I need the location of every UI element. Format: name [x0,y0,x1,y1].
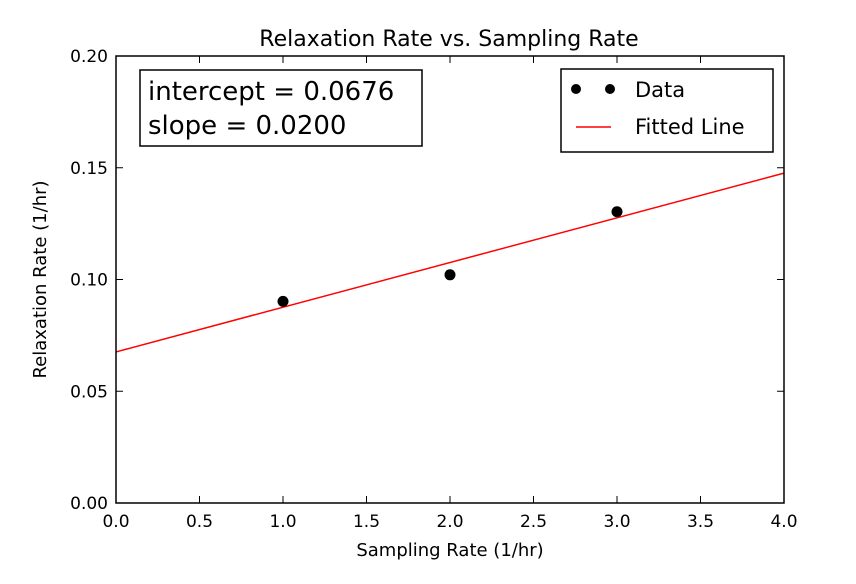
annotation-slope: slope = 0.0200 [148,111,346,141]
x-tick-label: 1.5 [353,512,380,532]
axis-ticks: 0.0 0.5 1.0 1.5 2.0 2.5 3.0 3.5 4.0 0.00 0.05 0.10 0… [70,47,797,532]
x-tick-label: 2.5 [520,512,547,532]
x-tick-label: 0.0 [102,512,129,532]
y-tick-label: 0.20 [70,47,108,67]
x-tick-label: 4.0 [770,512,797,532]
y-tick-label: 0.05 [70,382,108,402]
x-tick-label: 3.5 [687,512,714,532]
legend-data-marker [571,84,581,94]
x-axis-label: Sampling Rate (1/hr) [356,540,543,561]
x-tick-label: 1.0 [269,512,296,532]
fitted-line [115,172,785,353]
y-axis-label: Relaxation Rate (1/hr) [30,180,51,378]
legend-label-data: Data [635,78,685,102]
x-tick-label: 2.0 [436,512,463,532]
y-tick-label: 0.10 [70,271,108,291]
legend: Data Fitted Line [560,68,774,153]
data-point [277,295,289,307]
x-tick-label: 3.0 [603,512,630,532]
chart-title: Relaxation Rate vs. Sampling Rate [259,27,638,52]
x-tick-label: 0.5 [186,512,213,532]
data-point [444,269,456,281]
fitted-line-layer [115,172,785,353]
annotation-box [139,69,423,147]
y-tick-label: 0.00 [70,494,108,514]
data-points-layer [277,206,623,307]
legend-label-fitted-line: Fitted Line [635,115,745,139]
annotation-intercept: intercept = 0.0676 [148,77,394,107]
plot-frame [115,55,785,504]
fit-annotation: intercept = 0.0676 slope = 0.0200 [139,69,423,147]
y-tick-label: 0.15 [70,159,108,179]
legend-data-marker [605,84,615,94]
data-point [611,206,623,218]
legend-box [560,68,774,153]
